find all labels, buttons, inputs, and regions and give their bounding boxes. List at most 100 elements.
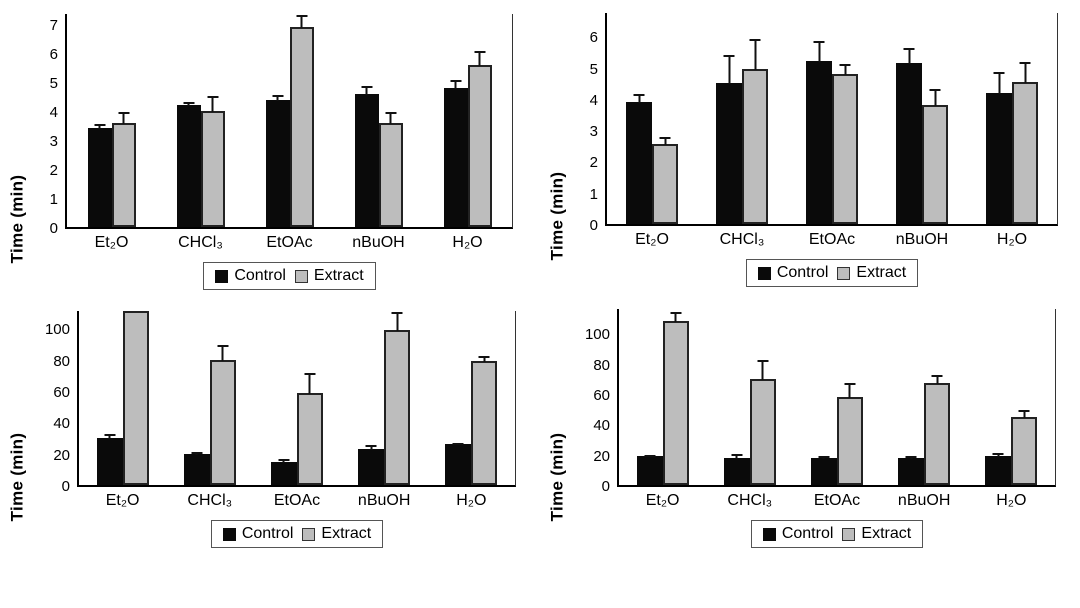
bar-slot: [296, 311, 323, 485]
bar-group: [341, 311, 428, 485]
chart-body: Time (min) 0 1 2 3 4 5 6 7: [0, 14, 540, 263]
bar-slot: [111, 14, 136, 227]
x-category-label: nBuOH: [357, 492, 411, 509]
control-bar: [265, 99, 290, 227]
plot-area: [65, 14, 513, 229]
bar-slot: [1012, 13, 1038, 224]
error-bar-stem: [365, 86, 368, 95]
control-bar: [636, 456, 663, 485]
extract-bar: [922, 105, 948, 224]
chart-body: Time (min) 0 20 40 60 80 100: [540, 309, 1080, 522]
error-bar-cap: [272, 94, 283, 97]
error-bar-cap: [931, 375, 943, 378]
error-bar-cap: [670, 311, 682, 314]
error-bar: [1018, 410, 1030, 418]
error-bar-cap: [183, 101, 194, 104]
error-bar-cap: [450, 80, 461, 83]
error-bar: [818, 456, 830, 459]
legend-item-control: Control: [757, 264, 828, 282]
chart-top-left: Time (min) 0 1 2 3 4 5 6 7 Et₂O CHCl₃ EtOAc nBuOH H…: [0, 0, 540, 300]
extract-bar: [296, 392, 323, 485]
legend-item-control: Control: [222, 525, 294, 543]
y-tick-label: 0: [601, 478, 610, 495]
error-bar-cap: [385, 112, 396, 115]
legend-label: Extract: [313, 267, 364, 284]
error-bar: [1019, 62, 1031, 83]
chart-top-right: Time (min) 0 1 2 3 4 5 6 Et₂O CHCl₃ EtOAc nBuOH H₂…: [540, 0, 1080, 300]
bar-slot: [832, 13, 858, 224]
error-bar-stem: [674, 311, 677, 323]
x-category-label: EtOAc: [273, 492, 321, 509]
error-bar-stem: [396, 312, 399, 331]
x-category-label: H₂O: [996, 231, 1028, 248]
extract-bar: [924, 383, 951, 485]
error-bar: [844, 382, 856, 398]
error-bar-cap: [391, 312, 403, 315]
error-bar-stem: [1024, 62, 1026, 83]
y-tick-label: 80: [593, 356, 610, 374]
error-bar: [478, 355, 490, 363]
bar-slot: [265, 14, 290, 227]
legend-label: Control: [241, 525, 294, 542]
legend-label: Control: [234, 267, 286, 284]
bar-slot: [924, 309, 951, 485]
x-category-label: H₂O: [996, 492, 1027, 509]
error-bar-cap: [929, 89, 941, 92]
bar-slot: [122, 311, 149, 485]
legend: Control Extract: [745, 259, 919, 287]
error-bar: [207, 96, 218, 113]
error-bar-stem: [300, 15, 303, 29]
error-bar-cap: [723, 54, 735, 57]
error-bar-stem: [638, 93, 640, 104]
y-tick-label: 6: [589, 29, 598, 47]
error-bar: [191, 451, 203, 455]
error-bar-stem: [308, 373, 311, 394]
error-bar: [94, 123, 105, 130]
bar-group: [253, 311, 340, 485]
extract-bar: [289, 27, 314, 227]
error-bar-cap: [474, 51, 485, 54]
bar-slot: [742, 13, 768, 224]
error-bar: [903, 48, 915, 65]
error-bar: [749, 39, 761, 71]
error-bar-cap: [757, 360, 769, 363]
bar-slot: [443, 14, 468, 227]
extract-bar: [836, 397, 863, 485]
bar-slot: [896, 13, 922, 224]
error-bar-cap: [992, 452, 1004, 455]
legend-label: Extract: [861, 525, 912, 542]
chart-bottom-right: Time (min) 0 20 40 60 80 100 Et₂O CHCl₃ EtOAc nB…: [540, 300, 1080, 608]
error-bar-stem: [761, 360, 764, 380]
legend-item-extract: Extract: [302, 525, 371, 543]
bar-group: [156, 14, 245, 227]
control-bar: [723, 457, 750, 485]
x-category-label: Et₂O: [94, 234, 129, 251]
error-bar-cap: [749, 39, 761, 42]
y-tick-label: 0: [589, 217, 598, 234]
bar-slot: [985, 309, 1012, 485]
error-bar-stem: [664, 137, 666, 146]
control-bar: [986, 92, 1012, 224]
x-category-label: CHCl₃: [187, 492, 233, 509]
extract-swatch-icon: [302, 527, 316, 541]
y-tick-label: 80: [53, 352, 70, 370]
x-category-label: Et₂O: [635, 231, 669, 248]
legend: Control Extract: [203, 262, 376, 290]
error-bar: [731, 454, 743, 459]
error-bar-cap: [104, 434, 116, 437]
error-bar-stem: [211, 96, 214, 113]
bar-slot: [1011, 309, 1038, 485]
extract-bar: [467, 64, 492, 227]
bar-slot: [836, 309, 863, 485]
y-axis-ticks: 0 1 2 3 4 5 6: [574, 15, 598, 234]
error-bar-stem: [844, 64, 846, 75]
legend-item-control: Control: [215, 267, 286, 285]
y-axis-label-column: Time (min): [540, 433, 574, 522]
error-bar: [929, 89, 941, 107]
x-category-label: EtOAc: [266, 234, 313, 251]
bar-slot: [445, 311, 472, 485]
legend-row: Control Extract: [79, 520, 515, 548]
error-bar-stem: [108, 434, 111, 439]
bar-slot: [716, 13, 742, 224]
error-bar-cap: [644, 454, 656, 457]
